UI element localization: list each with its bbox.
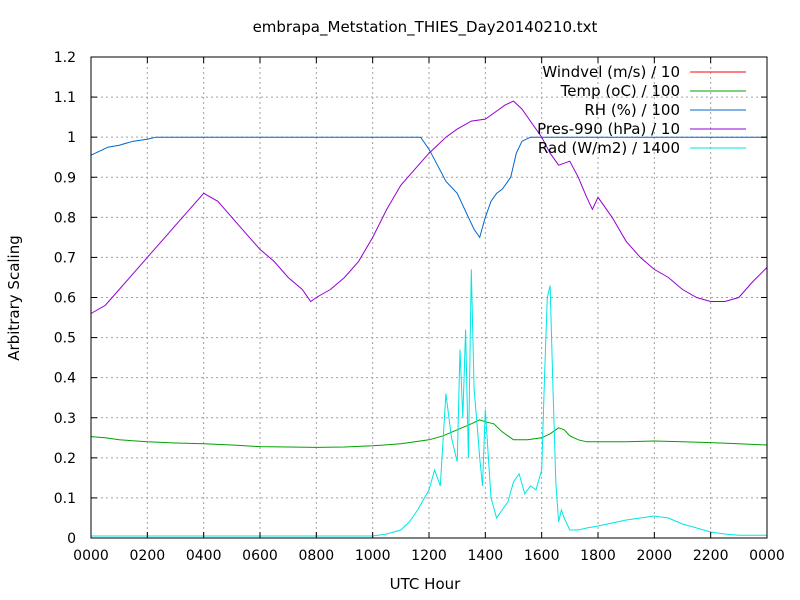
x-tick-label: 2000 [637,548,673,564]
x-tick-label: 2200 [693,548,729,564]
x-tick-label: 1800 [580,548,616,564]
y-tick-label: 0.7 [54,250,76,266]
y-tick-label: 0.9 [54,170,76,186]
y-tick-label: 0.4 [54,371,76,387]
y-axis-title: Arbitrary Scaling [5,235,23,361]
y-tick-label: 0.6 [54,291,76,307]
legend-label: Pres-990 (hPa) / 10 [537,120,680,138]
y-tick-label: 0.1 [54,491,76,507]
series-layer [90,100,768,537]
series-line [90,136,767,239]
x-tick-label: 1000 [355,548,391,564]
y-tick-label: 1.2 [54,50,76,66]
series-line [91,269,767,537]
y-tick-label: 0.3 [54,411,76,427]
tick-labels: 0000 0200 0400 0600 0800 1000 1200 1400 1600 1800… [54,50,785,564]
y-tick-label: 1 [67,130,76,146]
y-tick-label: 0 [67,531,76,547]
x-tick-label: 0200 [130,548,166,564]
legend-label: Rad (W/m2) / 1400 [538,139,680,157]
x-tick-label: 1200 [411,548,447,564]
x-tick-label: 1600 [524,548,560,564]
series-line [90,419,768,448]
x-tick-label: 0400 [186,548,222,564]
x-tick-label: 1400 [468,548,504,564]
y-tick-label: 0.8 [54,210,76,226]
x-tick-label: 0000 [749,548,785,564]
legend-label: Windvel (m/s) / 10 [542,63,680,81]
legend-label: RH (%) / 100 [584,101,680,119]
y-tick-label: 0.2 [54,451,76,467]
series-line [90,100,768,314]
x-axis-title: UTC Hour [390,575,461,593]
legend-label: Temp (oC) / 100 [560,82,680,100]
y-tick-label: 0.5 [54,331,76,347]
axis-ticks [90,56,768,539]
x-tick-label: 0800 [299,548,335,564]
chart-title: embrapa_Metstation_THIES_Day20140210.txt [253,18,598,37]
x-tick-label: 0600 [242,548,278,564]
x-tick-label: 0000 [73,548,109,564]
y-tick-label: 1.1 [54,90,76,106]
